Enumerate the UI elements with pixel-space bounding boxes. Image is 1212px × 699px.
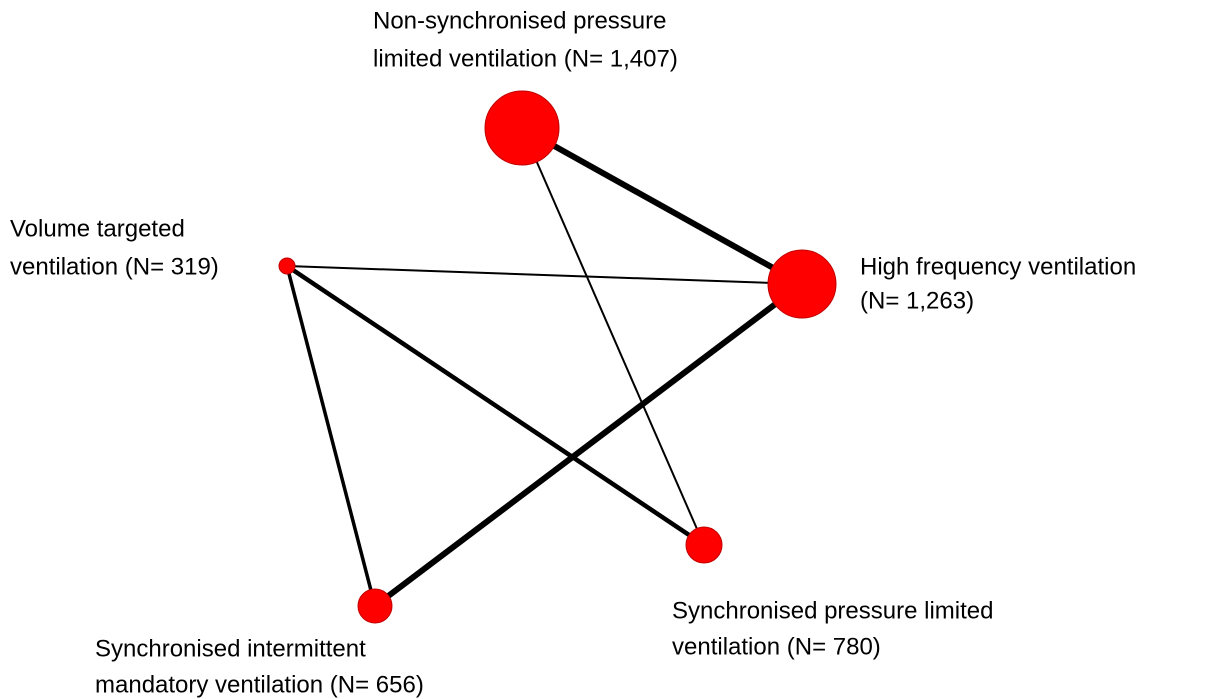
- labels: Non-synchronised pressure limited ventil…: [10, 7, 1136, 698]
- edge: [286, 265, 803, 285]
- node-label: ventilation (N= 780): [672, 633, 881, 660]
- edges: [285, 125, 804, 609]
- node-label: Non-synchronised pressure: [373, 7, 666, 34]
- edge: [285, 264, 706, 547]
- node-label: mandatory ventilation (N= 656): [95, 671, 424, 698]
- node: [278, 257, 296, 275]
- edge: [285, 265, 377, 607]
- node-label: (N= 1,263): [860, 287, 974, 314]
- node: [484, 90, 560, 166]
- node-label: ventilation (N= 319): [10, 253, 219, 280]
- node: [357, 588, 393, 624]
- node-label: Synchronised intermittent: [95, 635, 366, 662]
- node-label: limited ventilation (N= 1,407): [373, 45, 678, 72]
- edge: [520, 125, 804, 287]
- node-label: Synchronised pressure limited: [672, 597, 993, 624]
- node: [767, 249, 837, 319]
- node: [685, 526, 723, 564]
- edge: [521, 127, 705, 546]
- node-label: Volume targeted: [10, 215, 185, 242]
- edge: [373, 281, 804, 609]
- node-label: High frequency ventilation: [860, 253, 1136, 280]
- nodes: [278, 90, 837, 624]
